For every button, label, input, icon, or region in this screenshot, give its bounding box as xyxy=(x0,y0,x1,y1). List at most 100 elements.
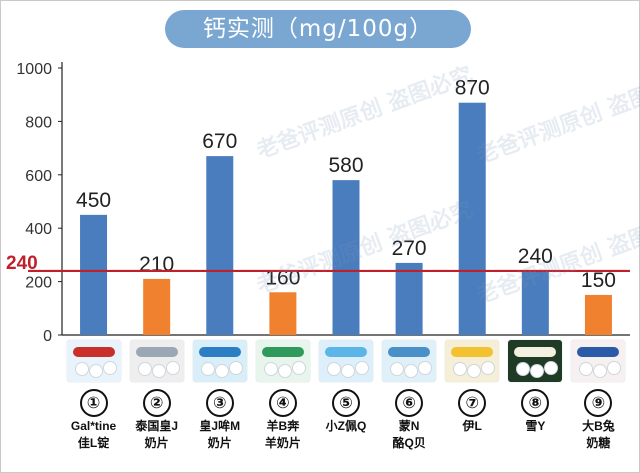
bar xyxy=(395,262,423,335)
product-tablet-shape xyxy=(390,362,405,376)
product-name-line: 小Z佩Q xyxy=(325,419,367,433)
product-name-line: Gal*tine xyxy=(70,419,117,433)
product-name: Gal*tine 佳L锭 xyxy=(56,418,132,452)
product-name-line: 奶糖 xyxy=(586,436,611,450)
product-name-line: 皇J哞M xyxy=(199,419,241,433)
product-number: ⑨ xyxy=(584,389,613,417)
product-label-band xyxy=(325,347,367,357)
bar xyxy=(332,180,360,335)
product-name-line: 羊奶片 xyxy=(264,436,301,450)
product-image xyxy=(445,340,500,382)
product-name-line: 雪Y xyxy=(525,419,546,433)
product-tablet-shape xyxy=(593,364,608,378)
product-name: 皇J哞M 奶片 xyxy=(182,418,258,452)
product-tablet-shape xyxy=(327,362,341,376)
product-tablet-shape xyxy=(481,361,496,375)
product-label-band xyxy=(577,347,620,357)
y-tick-label: 600 xyxy=(25,168,52,185)
product-tablet-shape xyxy=(355,361,369,375)
y-tick-label: 0 xyxy=(43,328,52,345)
y-tick-label: 1000 xyxy=(16,61,52,78)
product-tablet-shape xyxy=(544,361,559,375)
product-name: 伊L xyxy=(434,418,510,435)
product-number: ④ xyxy=(268,389,297,417)
product-tablet-shape xyxy=(200,362,215,376)
product-name: 蒙N 酪Q贝 xyxy=(371,418,447,452)
product-name-line: 奶片 xyxy=(207,436,232,450)
y-tick-label: 200 xyxy=(25,275,52,292)
product-tablet-shape xyxy=(467,364,482,378)
product-tablet-shape xyxy=(341,364,355,378)
product-name-line: 佳L锭 xyxy=(77,436,110,450)
product-tablet-shape xyxy=(579,362,594,376)
product-name-line: 蒙N xyxy=(398,419,420,433)
product-image xyxy=(319,340,373,382)
bar xyxy=(269,292,297,335)
product-label-band xyxy=(72,347,115,357)
product-name-line: 酪Q贝 xyxy=(392,436,426,450)
product-tablet-shape xyxy=(453,362,468,376)
product-tablet-shape xyxy=(102,361,117,375)
product-tablet-shape xyxy=(607,361,622,375)
y-tick-label: 400 xyxy=(25,221,52,238)
product-label-band xyxy=(451,347,494,357)
product-tablet-shape xyxy=(418,361,433,375)
product-number: ② xyxy=(142,389,171,417)
bar xyxy=(584,294,612,335)
product-number: ③ xyxy=(205,389,234,417)
product-label-band xyxy=(514,347,557,357)
bar-value-label: 670 xyxy=(202,130,237,153)
bar xyxy=(80,214,108,335)
product-image xyxy=(192,340,247,382)
product-name-line: 泰国皇J xyxy=(135,419,178,433)
product-tablet-shape xyxy=(88,364,103,378)
reference-line-label: 240 xyxy=(6,253,38,274)
product-name-line: 奶片 xyxy=(144,436,169,450)
product-image xyxy=(571,340,626,382)
product-number: ① xyxy=(79,389,108,417)
product-name: 雪Y xyxy=(497,418,573,435)
product-tablet-shape xyxy=(165,361,180,375)
product-image xyxy=(66,340,121,382)
bar xyxy=(458,102,486,336)
bar-value-label: 450 xyxy=(76,189,111,212)
bar xyxy=(143,278,171,335)
product-name: 大B兔奶糖 xyxy=(560,418,636,452)
product-image xyxy=(508,340,563,382)
product-name-line: 大B兔 xyxy=(582,419,615,433)
product-tablet-shape xyxy=(263,362,278,376)
product-image xyxy=(382,340,437,382)
bar-value-label: 160 xyxy=(265,266,300,289)
product-number: ⑤ xyxy=(332,389,360,417)
product-name-line: 羊B奔 xyxy=(266,419,300,433)
bar-value-label: 150 xyxy=(581,269,616,292)
product-name-line: 伊L xyxy=(462,419,482,433)
bar-value-label: 870 xyxy=(455,77,490,100)
bar xyxy=(521,270,549,335)
product-tablet-shape xyxy=(291,361,306,375)
product-number: ⑦ xyxy=(458,389,487,417)
product-tablet-shape xyxy=(404,364,419,378)
product-tablet-shape xyxy=(151,364,166,378)
product-tablet-shape xyxy=(277,364,292,378)
product-label-band xyxy=(198,347,241,357)
bar-value-label: 240 xyxy=(518,245,553,268)
product-label-band xyxy=(261,347,304,357)
product-label-band xyxy=(135,347,178,357)
product-label-band xyxy=(388,347,431,357)
product-tablet-shape xyxy=(214,364,229,378)
product-number: ⑧ xyxy=(521,389,550,417)
product-tablet-shape xyxy=(74,362,89,376)
bar-value-label: 210 xyxy=(139,253,174,276)
bar xyxy=(206,156,234,335)
product-tablet-shape xyxy=(228,361,243,375)
product-name: 小Z佩Q xyxy=(308,418,384,435)
bar-value-label: 270 xyxy=(392,237,427,260)
product-image xyxy=(129,340,184,382)
chart-title: 钙实测（mg/100g） xyxy=(165,10,471,48)
product-number: ⑥ xyxy=(395,389,424,417)
product-image xyxy=(255,340,310,382)
y-tick-label: 800 xyxy=(25,114,52,131)
bar-value-label: 580 xyxy=(328,154,363,177)
